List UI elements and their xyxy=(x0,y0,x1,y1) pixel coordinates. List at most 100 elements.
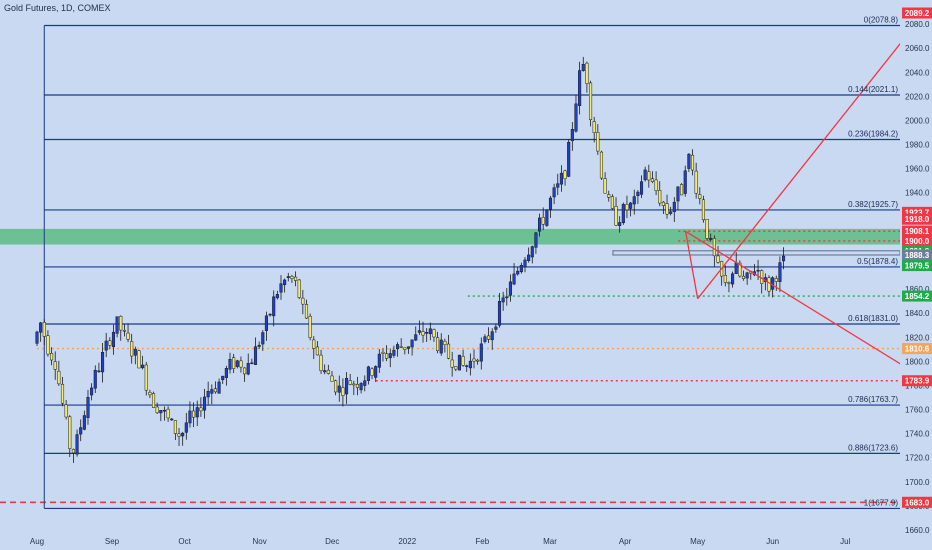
candle-body xyxy=(108,340,112,346)
candle-body xyxy=(239,360,243,368)
candle-body xyxy=(257,344,261,347)
candle-body xyxy=(315,346,319,356)
candle-body xyxy=(588,82,593,120)
candle-body xyxy=(709,238,713,240)
candle-body xyxy=(71,449,75,454)
price-tick-label: 1860.0 xyxy=(905,285,930,294)
candle-body xyxy=(217,381,221,394)
candle-body xyxy=(516,270,520,275)
candle-body xyxy=(53,361,57,370)
price-tag-box xyxy=(902,343,932,355)
support-zone xyxy=(0,228,900,245)
candle-body xyxy=(279,283,283,293)
candle-body xyxy=(599,151,604,179)
candle-body xyxy=(137,350,141,369)
candle-body xyxy=(585,62,589,84)
candle-body xyxy=(141,364,145,369)
candle-body xyxy=(494,326,498,330)
chart-title: Gold Futures, 1D, COMEX xyxy=(4,3,111,13)
candle-body xyxy=(195,407,199,418)
candle-body xyxy=(676,186,680,202)
candles-layer xyxy=(35,56,786,463)
candle-body xyxy=(592,121,596,133)
candle-body xyxy=(151,393,156,408)
candle-body xyxy=(392,349,396,356)
candle-body xyxy=(202,396,207,411)
candle-body xyxy=(527,254,531,261)
candle-body xyxy=(468,360,472,369)
candle-body xyxy=(417,330,421,333)
candle-body xyxy=(745,272,749,279)
candle-body xyxy=(782,255,786,262)
time-tick-label: 2022 xyxy=(398,537,416,546)
candle-body xyxy=(261,332,265,345)
candle-body xyxy=(738,262,742,277)
price-tick-label: 2080.0 xyxy=(905,20,930,29)
candle-body xyxy=(312,339,316,349)
candle-body xyxy=(523,259,527,268)
candle-body xyxy=(436,337,440,351)
candle-body xyxy=(771,277,775,290)
candle-body xyxy=(253,346,258,365)
candle-body xyxy=(639,181,644,195)
price-tag-box xyxy=(902,290,932,302)
price-tick-label: 1980.0 xyxy=(905,141,930,150)
candle-body xyxy=(723,274,727,283)
candle-body xyxy=(410,339,414,348)
candle-body xyxy=(541,217,545,225)
candle-body xyxy=(618,222,622,226)
time-tick-label: Sep xyxy=(105,537,120,546)
price-tag-label: 1683.0 xyxy=(905,498,930,507)
candle-body xyxy=(170,418,174,421)
candle-body xyxy=(352,383,356,386)
candle-body xyxy=(403,347,407,350)
candle-body xyxy=(268,313,272,316)
candle-body xyxy=(683,170,687,194)
candle-body xyxy=(647,171,651,181)
candle-body xyxy=(457,354,461,371)
price-tag-box xyxy=(902,260,932,272)
candle-body xyxy=(294,276,298,281)
fib-label: 0(2078.8) xyxy=(864,16,899,25)
candle-body xyxy=(774,278,778,282)
candle-body xyxy=(778,262,782,282)
candle-body xyxy=(756,269,760,272)
time-axis-layer: Aug Sep Oct Nov Dec 2022 Feb Mar Apr May Jun Jul xyxy=(30,537,851,546)
candle-body xyxy=(250,362,254,365)
candle-body xyxy=(308,315,312,338)
candle-body xyxy=(162,409,167,412)
candle-body xyxy=(548,197,553,210)
candle-body xyxy=(705,218,709,239)
candle-body xyxy=(341,387,345,396)
candle-body xyxy=(42,322,46,337)
candle-body xyxy=(385,353,389,359)
candle-body xyxy=(366,366,370,381)
candle-body xyxy=(476,359,480,362)
candle-body xyxy=(144,364,148,391)
candle-body xyxy=(607,194,611,198)
candle-body xyxy=(661,201,665,206)
candle-body xyxy=(414,334,418,341)
candle-body xyxy=(173,420,177,434)
candle-body xyxy=(232,357,236,369)
candle-body xyxy=(563,170,567,179)
candle-body xyxy=(101,351,105,373)
candle-body xyxy=(716,255,720,263)
candle-body xyxy=(104,340,108,351)
candle-body xyxy=(731,273,735,285)
price-tick-label: 1940.0 xyxy=(905,189,930,198)
fib-label: 0.618(1831.0) xyxy=(848,314,898,323)
fib-label: 0.236(1984.2) xyxy=(848,129,898,138)
candle-body xyxy=(355,384,360,388)
candle-body xyxy=(377,353,381,368)
candle-body xyxy=(545,209,549,226)
candle-body xyxy=(68,416,72,449)
candle-body xyxy=(93,369,97,389)
candle-body xyxy=(39,322,43,333)
price-tag-box xyxy=(902,225,932,237)
candle-body xyxy=(625,204,629,211)
candle-body xyxy=(552,187,556,198)
candle-body xyxy=(246,363,250,375)
reference-lines-layer xyxy=(0,24,901,510)
